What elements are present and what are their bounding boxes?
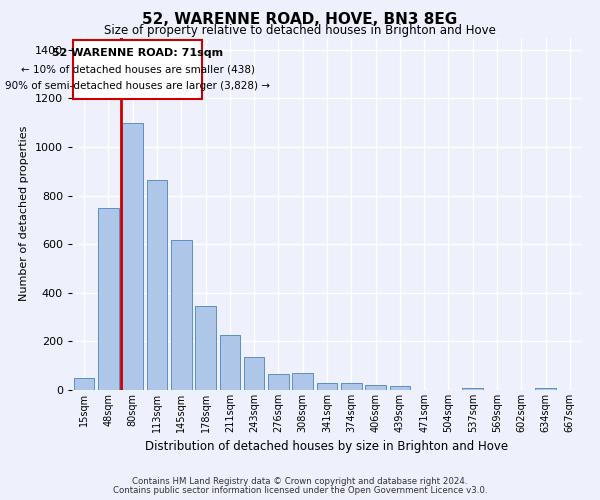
Bar — [268, 374, 289, 390]
Bar — [341, 382, 362, 390]
Text: Contains HM Land Registry data © Crown copyright and database right 2024.: Contains HM Land Registry data © Crown c… — [132, 478, 468, 486]
Text: 52 WARENNE ROAD: 71sqm: 52 WARENNE ROAD: 71sqm — [52, 48, 223, 58]
Bar — [220, 336, 240, 390]
FancyBboxPatch shape — [73, 40, 202, 100]
Bar — [244, 357, 265, 390]
Bar — [122, 122, 143, 390]
Text: Contains public sector information licensed under the Open Government Licence v3: Contains public sector information licen… — [113, 486, 487, 495]
Text: 52, WARENNE ROAD, HOVE, BN3 8EG: 52, WARENNE ROAD, HOVE, BN3 8EG — [142, 12, 458, 28]
Text: 90% of semi-detached houses are larger (3,828) →: 90% of semi-detached houses are larger (… — [5, 82, 270, 92]
Bar — [463, 388, 483, 390]
Bar — [171, 240, 191, 390]
Text: Size of property relative to detached houses in Brighton and Hove: Size of property relative to detached ho… — [104, 24, 496, 37]
Bar — [146, 180, 167, 390]
Y-axis label: Number of detached properties: Number of detached properties — [19, 126, 29, 302]
Bar — [535, 388, 556, 390]
Bar — [317, 382, 337, 390]
Bar — [98, 208, 119, 390]
Bar — [389, 386, 410, 390]
Bar — [292, 373, 313, 390]
Bar — [195, 306, 216, 390]
Bar — [74, 378, 94, 390]
Text: ← 10% of detached houses are smaller (438): ← 10% of detached houses are smaller (43… — [20, 64, 254, 74]
X-axis label: Distribution of detached houses by size in Brighton and Hove: Distribution of detached houses by size … — [145, 440, 509, 454]
Bar — [365, 385, 386, 390]
